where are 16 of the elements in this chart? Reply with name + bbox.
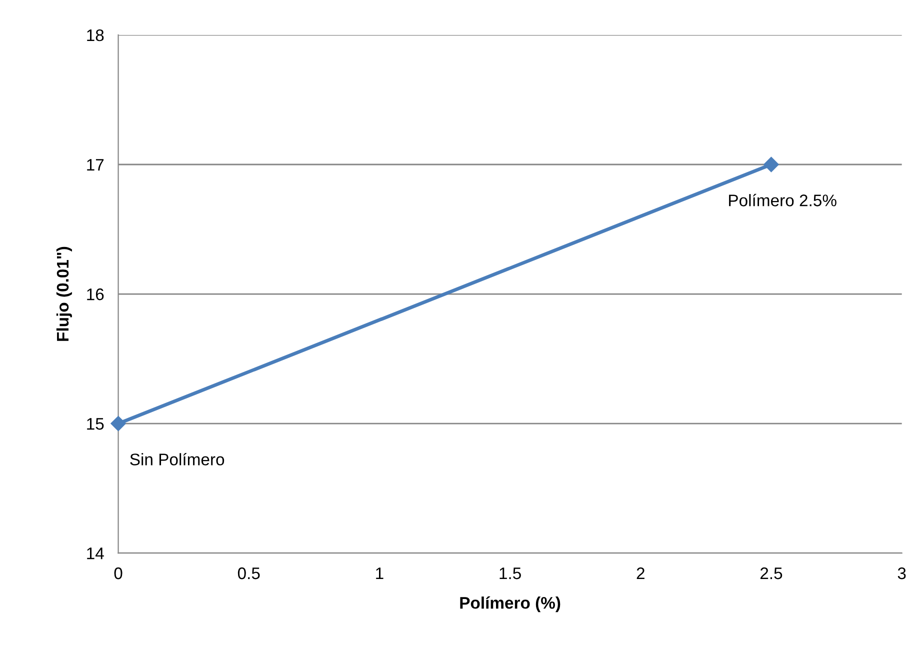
annotation: Sin Polímero: [130, 452, 224, 466]
annotation: Polímero 2.5%: [729, 194, 836, 206]
x-tick-label: 3: [898, 567, 906, 580]
x-tick-label: 2.5: [760, 567, 782, 580]
y-tick-label: 17: [87, 159, 104, 171]
x-tick-label: 0: [114, 567, 122, 580]
x-tick-label: 0.5: [238, 567, 260, 580]
x-axis-title: Polímero (%): [460, 596, 560, 612]
y-tick-label: 18: [87, 29, 104, 42]
x-tick-label: 1: [376, 568, 384, 580]
y-tick-label: 15: [87, 418, 104, 430]
x-tick-label: 1.5: [500, 568, 521, 580]
y-tick-label: 16: [87, 288, 104, 300]
y-tick-label: 14: [87, 548, 104, 560]
y-axis-title: Flujo (0.01"): [56, 246, 72, 341]
x-tick-label: 2: [636, 567, 644, 580]
